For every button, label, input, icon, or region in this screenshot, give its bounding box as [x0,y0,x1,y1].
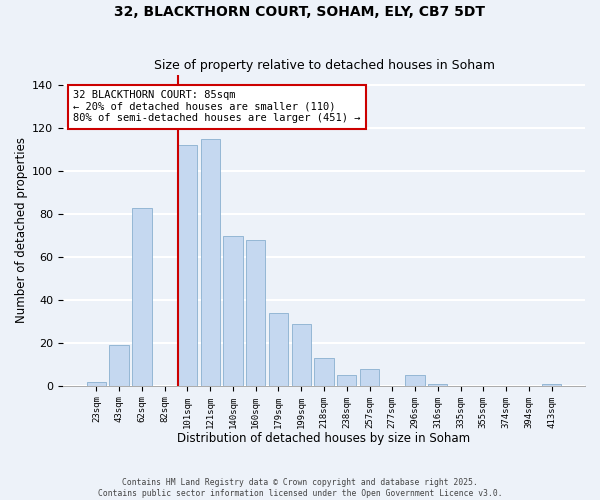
Bar [292,324,311,386]
Bar [360,368,379,386]
Bar [406,375,425,386]
Bar [269,313,288,386]
Bar [246,240,265,386]
Bar [178,146,197,386]
Bar [314,358,334,386]
Y-axis label: Number of detached properties: Number of detached properties [15,137,28,323]
Text: 32 BLACKTHORN COURT: 85sqm
← 20% of detached houses are smaller (110)
80% of sem: 32 BLACKTHORN COURT: 85sqm ← 20% of deta… [73,90,361,124]
Title: Size of property relative to detached houses in Soham: Size of property relative to detached ho… [154,59,494,72]
Bar [223,236,242,386]
Bar [542,384,561,386]
Bar [428,384,448,386]
Bar [109,345,129,386]
Bar [132,208,152,386]
Bar [87,382,106,386]
X-axis label: Distribution of detached houses by size in Soham: Distribution of detached houses by size … [178,432,470,445]
Bar [200,139,220,386]
Bar [337,375,356,386]
Text: 32, BLACKTHORN COURT, SOHAM, ELY, CB7 5DT: 32, BLACKTHORN COURT, SOHAM, ELY, CB7 5D… [115,5,485,19]
Text: Contains HM Land Registry data © Crown copyright and database right 2025.
Contai: Contains HM Land Registry data © Crown c… [98,478,502,498]
